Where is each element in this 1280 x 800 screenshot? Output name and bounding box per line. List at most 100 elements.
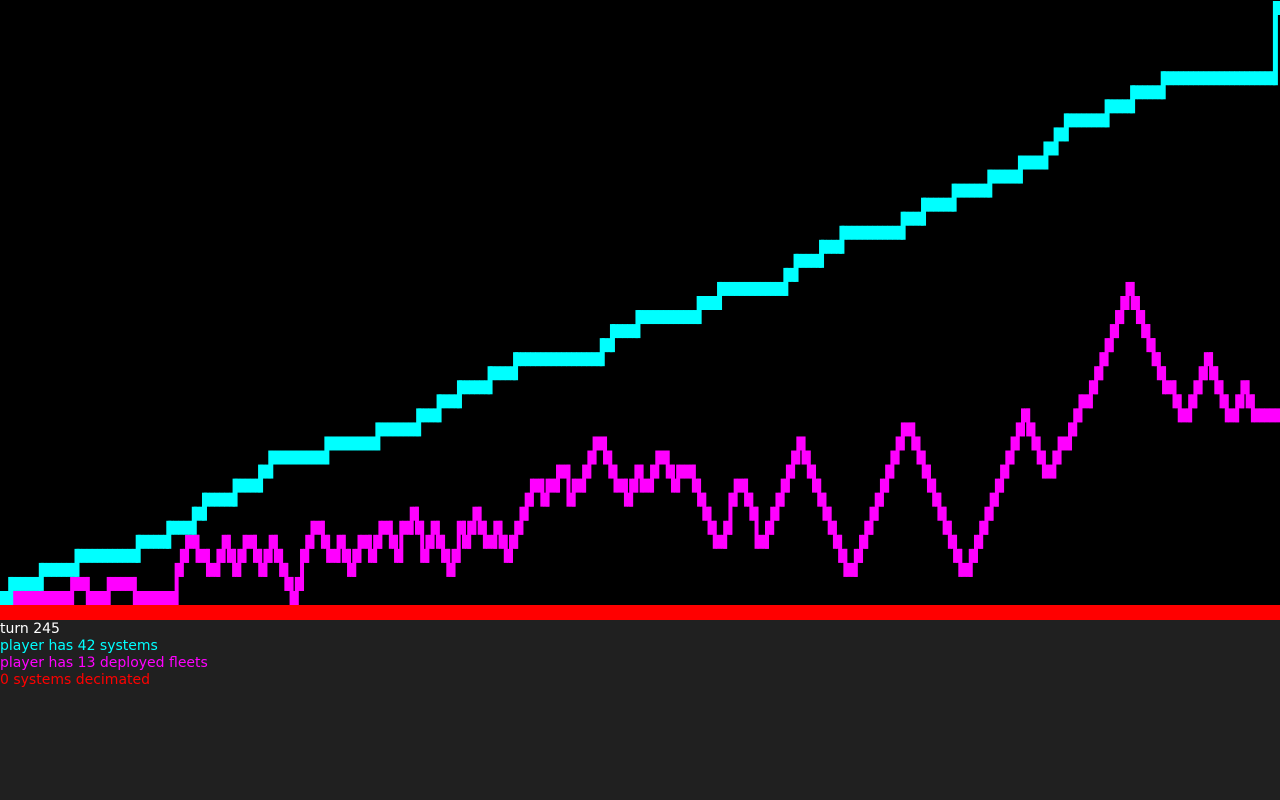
systems-point: [1112, 99, 1118, 113]
systems-point: [291, 451, 297, 465]
systems-point: [46, 563, 52, 577]
systems-point: [709, 296, 715, 310]
systems-point: [245, 479, 251, 493]
systems-point: [663, 310, 669, 324]
fleets-point: [209, 563, 215, 577]
systems-point: [581, 352, 587, 366]
systems-point: [658, 310, 664, 324]
systems-point: [668, 310, 674, 324]
fleets-point: [162, 591, 168, 605]
fleets-count: player has 13 deployed fleets: [0, 655, 1280, 672]
systems-point: [316, 451, 322, 465]
systems-point: [1142, 85, 1148, 99]
systems-point: [821, 240, 827, 254]
systems-point: [745, 282, 751, 296]
systems-point: [586, 352, 592, 366]
systems-point: [1204, 71, 1210, 85]
systems-point: [153, 535, 159, 549]
systems-point: [1132, 85, 1138, 99]
systems-point: [194, 507, 200, 521]
systems-point: [469, 380, 475, 394]
systems-point: [943, 198, 949, 212]
systems-point: [449, 394, 455, 408]
history-graph: [0, 0, 1280, 605]
systems-point: [938, 198, 944, 212]
systems-point: [240, 479, 246, 493]
systems-point: [622, 324, 628, 338]
systems-point: [1076, 113, 1082, 127]
systems-point: [801, 254, 807, 268]
systems-point: [184, 521, 190, 535]
fleets-point: [402, 521, 408, 535]
systems-point: [1010, 170, 1016, 184]
fleets-point: [1254, 408, 1260, 422]
systems-point: [530, 352, 536, 366]
systems-point: [82, 549, 88, 563]
systems-point: [556, 352, 562, 366]
systems-point: [178, 521, 184, 535]
systems-point: [474, 380, 480, 394]
fleets-point: [1045, 465, 1051, 479]
systems-point: [459, 380, 465, 394]
fleets-point: [125, 577, 131, 591]
systems-point: [1229, 71, 1235, 85]
systems-point: [250, 479, 256, 493]
fleets-point: [1264, 408, 1270, 422]
systems-point: [1137, 85, 1143, 99]
systems-point: [1066, 113, 1072, 127]
systems-point: [566, 352, 572, 366]
systems-point: [337, 436, 343, 450]
systems-point: [10, 577, 16, 591]
systems-point: [66, 563, 72, 577]
systems-point: [122, 549, 128, 563]
systems-point: [739, 282, 745, 296]
systems-point: [490, 366, 496, 380]
systems-point: [138, 535, 144, 549]
systems-point: [1168, 71, 1174, 85]
systems-point: [393, 422, 399, 436]
systems-point: [515, 352, 521, 366]
systems-point: [862, 226, 868, 240]
systems-point: [770, 282, 776, 296]
fleets-point: [1270, 408, 1276, 422]
systems-point: [367, 436, 373, 450]
systems-point: [388, 422, 394, 436]
systems-point: [1209, 71, 1215, 85]
systems-series: [0, 1, 1280, 605]
systems-point: [1188, 71, 1194, 85]
systems-point: [423, 408, 429, 422]
systems-point: [352, 436, 358, 450]
systems-point: [1244, 71, 1250, 85]
fleets-point: [679, 465, 685, 479]
systems-point: [382, 422, 388, 436]
systems-point: [377, 422, 383, 436]
systems-point: [505, 366, 511, 380]
systems-point: [1122, 99, 1128, 113]
systems-point: [1224, 71, 1230, 85]
systems-point: [724, 282, 730, 296]
systems-point: [357, 436, 363, 450]
systems-point: [1091, 113, 1097, 127]
fleets-point: [684, 465, 690, 479]
systems-point: [56, 563, 62, 577]
fleets-point: [73, 577, 79, 591]
systems-point: [729, 282, 735, 296]
systems-point: [403, 422, 409, 436]
systems-point: [576, 352, 582, 366]
fleets-point: [188, 535, 194, 549]
systems-point: [87, 549, 93, 563]
systems-point: [418, 408, 424, 422]
fleets-point: [758, 535, 764, 549]
systems-point: [704, 296, 710, 310]
systems-point: [719, 282, 725, 296]
systems-point: [765, 282, 771, 296]
systems-point: [872, 226, 878, 240]
decimated-count: 0 systems decimated: [0, 672, 1280, 689]
systems-point: [408, 422, 414, 436]
systems-point: [342, 436, 348, 450]
systems-point: [1219, 71, 1225, 85]
systems-point: [0, 591, 6, 605]
systems-point: [235, 479, 241, 493]
systems-point: [280, 451, 286, 465]
fleets-point: [152, 591, 158, 605]
